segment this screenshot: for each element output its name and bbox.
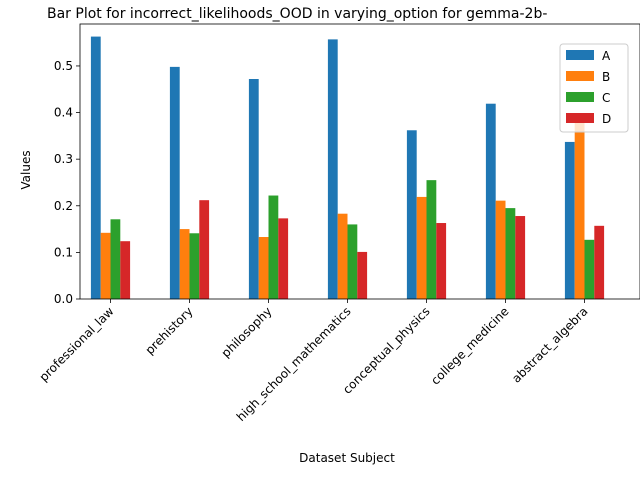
bar-B-professional_law [100,232,111,299]
y-tick-label: 0.2 [54,199,73,213]
bar-D-conceptual_physics [436,223,447,299]
bar-C-high_school_mathematics [347,224,358,299]
bar-B-philosophy [258,237,269,299]
x-axis-label: Dataset Subject [299,451,395,465]
bar-C-abstract_algebra [584,239,595,299]
legend-label-A: A [602,49,611,63]
bars-group [90,36,605,300]
legend-swatch-A [566,50,594,60]
legend-label-C: C [602,91,610,105]
bar-A-abstract_algebra [564,141,575,299]
x-tick-label: prehistory [143,304,196,357]
bar-C-prehistory [189,233,200,299]
bar-B-prehistory [179,229,190,299]
plot-frame [79,23,640,300]
bar-A-college_medicine [485,103,496,299]
legend-swatch-C [566,92,594,102]
bar-D-abstract_algebra [594,225,605,299]
bar-A-prehistory [169,66,180,300]
x-tick-label: conceptual_physics [340,304,433,397]
x-tick-label: abstract_algebra [509,304,590,385]
bar-B-abstract_algebra [574,121,585,300]
legend-label-B: B [602,70,610,84]
bar-D-philosophy [278,218,289,299]
bar-C-philosophy [268,195,279,299]
y-axis-label: Values [19,150,33,189]
bar-A-philosophy [248,79,259,299]
legend-swatch-D [566,113,594,123]
bar-A-professional_law [90,36,101,299]
bar-D-professional_law [120,241,131,299]
y-tick-label: 0.5 [54,59,73,73]
bar-D-high_school_mathematics [357,251,368,299]
bar-D-prehistory [199,200,210,299]
bar-C-professional_law [110,219,121,299]
y-tick-label: 0.0 [54,292,73,306]
x-tick-label: professional_law [37,304,117,384]
bar-A-conceptual_physics [406,130,417,299]
bar-A-high_school_mathematics [327,39,338,300]
y-tick-label: 0.1 [54,245,73,259]
y-tick-label: 0.3 [54,152,73,166]
chart-title: Bar Plot for incorrect_likelihoods_OOD i… [47,6,547,22]
bar-B-college_medicine [495,200,506,299]
bar-C-college_medicine [505,208,516,299]
legend-label-D: D [602,112,611,126]
legend-box [559,43,629,133]
bar-D-college_medicine [515,216,526,299]
y-axis: 0.0 0.1 0.2 0.3 0.4 0.5 [54,59,80,306]
x-axis: professional_law prehistory philosophyhigh… [37,299,591,424]
x-tick-label: college_medicine [428,304,511,387]
x-tick-label: philosophy [219,304,275,360]
bar-C-conceptual_physics [426,180,437,299]
y-tick-label: 0.4 [54,106,73,120]
legend-swatch-B [566,71,594,81]
bar-B-high_school_mathematics [337,213,348,299]
bar-B-conceptual_physics [416,196,427,299]
